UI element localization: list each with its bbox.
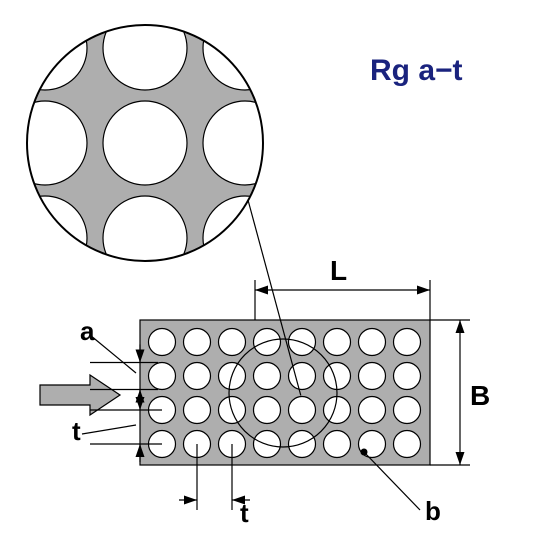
hole bbox=[254, 363, 281, 390]
rolling-direction-arrow bbox=[40, 375, 120, 415]
hole bbox=[324, 431, 351, 458]
hole bbox=[324, 329, 351, 356]
hole bbox=[394, 329, 421, 356]
magnifier-view bbox=[3, 6, 287, 280]
b-label: b bbox=[425, 496, 441, 526]
hole bbox=[359, 397, 386, 424]
hole bbox=[359, 329, 386, 356]
diagram-title: Rg a−t bbox=[370, 54, 463, 87]
dim-t-v-label: t bbox=[72, 416, 81, 446]
hole bbox=[394, 363, 421, 390]
hole bbox=[184, 363, 211, 390]
perforation-diagram: b L Ba t t Rg a−t bbox=[0, 0, 550, 550]
hole bbox=[359, 363, 386, 390]
dim-t-h-label: t bbox=[240, 498, 249, 528]
dim-a-label: a bbox=[80, 316, 95, 346]
hole bbox=[394, 431, 421, 458]
hole bbox=[184, 329, 211, 356]
hole bbox=[254, 397, 281, 424]
hole bbox=[149, 329, 176, 356]
hole bbox=[184, 397, 211, 424]
hole bbox=[149, 363, 176, 390]
hole bbox=[394, 397, 421, 424]
hole bbox=[219, 329, 246, 356]
dim-B-label: B bbox=[470, 380, 490, 411]
hole bbox=[289, 397, 316, 424]
dim-L-label: L bbox=[330, 255, 347, 286]
